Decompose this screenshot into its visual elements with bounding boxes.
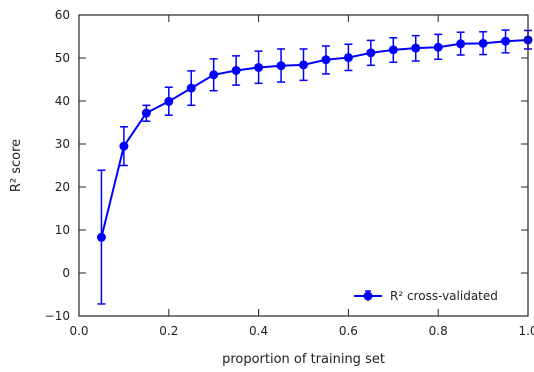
- data-point: [433, 42, 443, 52]
- data-point: [366, 48, 376, 58]
- y-tick-label: 20: [55, 180, 70, 194]
- x-tick-label: 0.2: [159, 324, 178, 338]
- x-tick-label: 0.8: [429, 324, 448, 338]
- plot-frame: [78, 14, 529, 317]
- data-point: [119, 141, 129, 151]
- x-axis-label: proportion of training set: [222, 352, 385, 367]
- y-tick-label: 10: [55, 223, 70, 237]
- data-point: [321, 55, 331, 65]
- x-tick-label: 0.0: [69, 324, 88, 338]
- y-tick-label: 60: [55, 8, 70, 22]
- x-tick-label: 0.6: [339, 324, 358, 338]
- legend-label: R² cross-validated: [390, 289, 498, 303]
- data-point: [254, 62, 264, 72]
- data-point: [186, 83, 196, 93]
- legend-marker: [363, 291, 373, 301]
- legend: R² cross-validated: [354, 289, 498, 303]
- y-tick-label: −10: [45, 309, 70, 323]
- data-point: [478, 38, 488, 48]
- x-tick-label: 0.4: [249, 324, 268, 338]
- y-axis-label: R² score: [9, 139, 24, 192]
- x-tick-label: 1.0: [518, 324, 534, 338]
- tick-labels: 0.0 0.2 0.4 0.6 0.8 1.0 −10 0 10 20 30 40 50 60: [45, 8, 534, 338]
- data-point: [209, 70, 219, 80]
- y-tick-label: 30: [55, 137, 70, 151]
- data-point: [96, 232, 106, 242]
- y-tick-label: 50: [55, 51, 70, 65]
- data-point: [501, 36, 511, 46]
- data-point: [388, 45, 398, 55]
- y-tick-label: 0: [62, 266, 70, 280]
- data-point: [456, 39, 466, 49]
- error-bars: [97, 29, 532, 305]
- data-point: [231, 65, 241, 75]
- series-line-r2: [100, 38, 529, 238]
- data-point: [141, 108, 151, 118]
- y-tick-label: 40: [55, 94, 70, 108]
- data-point: [411, 43, 421, 53]
- data-point: [299, 60, 308, 70]
- data-point: [276, 61, 286, 71]
- data-point: [164, 96, 174, 106]
- series-points: [96, 35, 533, 242]
- data-point: [343, 53, 353, 63]
